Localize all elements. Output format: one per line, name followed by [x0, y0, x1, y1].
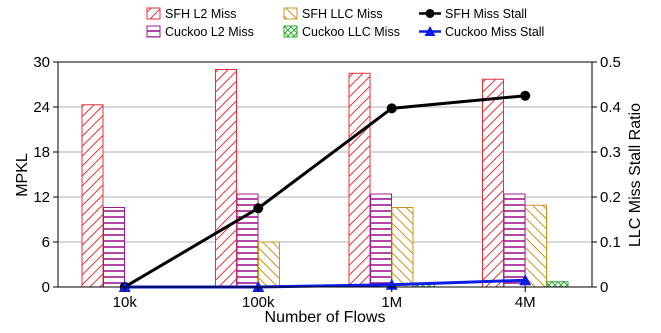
y-right-tick-label: 0.2: [600, 189, 621, 206]
legend-label: SFH Miss Stall: [445, 7, 527, 21]
y-right-tick-label: 0.3: [600, 144, 621, 161]
x-axis-title: Number of Flows: [265, 309, 386, 326]
x-tick-label: 10k: [113, 294, 138, 311]
line-point: [253, 203, 264, 214]
bar-sfh-llc-miss: [391, 207, 414, 288]
legend: SFH L2 Miss SFH LLC Miss SFH Miss Stall Cuc…: [146, 7, 544, 39]
bar-cuckoo-l2-miss: [370, 193, 392, 288]
line-point: [520, 90, 531, 101]
bar-sfh-l2-miss: [482, 78, 504, 288]
line-group: [118, 90, 532, 292]
y-left-tick-label: 6: [42, 234, 50, 251]
y-right-tick-label: 0: [600, 279, 608, 296]
bar-sfh-llc-miss: [525, 204, 547, 288]
x-tick-label: 4M: [515, 294, 536, 311]
legend-label: Cuckoo L2 Miss: [165, 25, 254, 39]
y-axis-right-ticks: 0 0.1 0.2 0.3 0.4 0.5: [592, 54, 621, 296]
y-axis-left-ticks: 0 6 12 18 24 30: [33, 54, 58, 296]
x-axis-ticks: 10k 100k 1M 4M: [113, 287, 536, 311]
legend-marker: [424, 26, 436, 36]
y-left-tick-label: 12: [33, 189, 50, 206]
plot-frame: [57, 61, 593, 288]
legend-marker: [425, 9, 435, 18]
y-axis-left-title: MPKL: [14, 153, 31, 197]
y-left-tick-label: 0: [42, 279, 50, 296]
x-tick-label: 1M: [381, 294, 402, 311]
bar-cuckoo-llc-miss: [546, 281, 569, 288]
y-axis-right-title: LLC Miss Stall Ratio: [627, 103, 644, 247]
y-right-tick-label: 0.5: [600, 54, 621, 71]
bar-group: [81, 69, 569, 288]
legend-label: Cuckoo LLC Miss: [302, 25, 400, 39]
y-left-tick-label: 30: [33, 54, 50, 71]
line-cuckoo-miss-stall: [124, 278, 526, 289]
x-tick-label: 100k: [242, 294, 275, 311]
y-right-tick-label: 0.4: [600, 99, 621, 116]
y-left-tick-label: 24: [33, 99, 50, 116]
bar-cuckoo-l2-miss: [103, 207, 125, 288]
y-right-tick-label: 0.1: [600, 234, 621, 251]
line-point: [519, 274, 532, 286]
legend-swatch: [146, 7, 161, 20]
legend-swatch: [283, 7, 298, 20]
bar-sfh-l2-miss: [348, 72, 371, 288]
legend-label: SFH LLC Miss: [302, 7, 383, 21]
bar-sfh-llc-miss: [258, 241, 280, 288]
bar-sfh-l2-miss: [215, 69, 237, 288]
line-point: [386, 103, 397, 114]
legend-label: Cuckoo Miss Stall: [445, 25, 544, 39]
y-left-tick-label: 18: [33, 144, 50, 161]
legend-label: SFH L2 Miss: [165, 7, 237, 21]
line-sfh-miss-stall: [123, 94, 526, 289]
legend-swatch: [283, 25, 298, 38]
legend-swatch: [146, 25, 161, 38]
bar-cuckoo-l2-miss: [503, 193, 526, 288]
bar-sfh-l2-miss: [81, 104, 104, 288]
